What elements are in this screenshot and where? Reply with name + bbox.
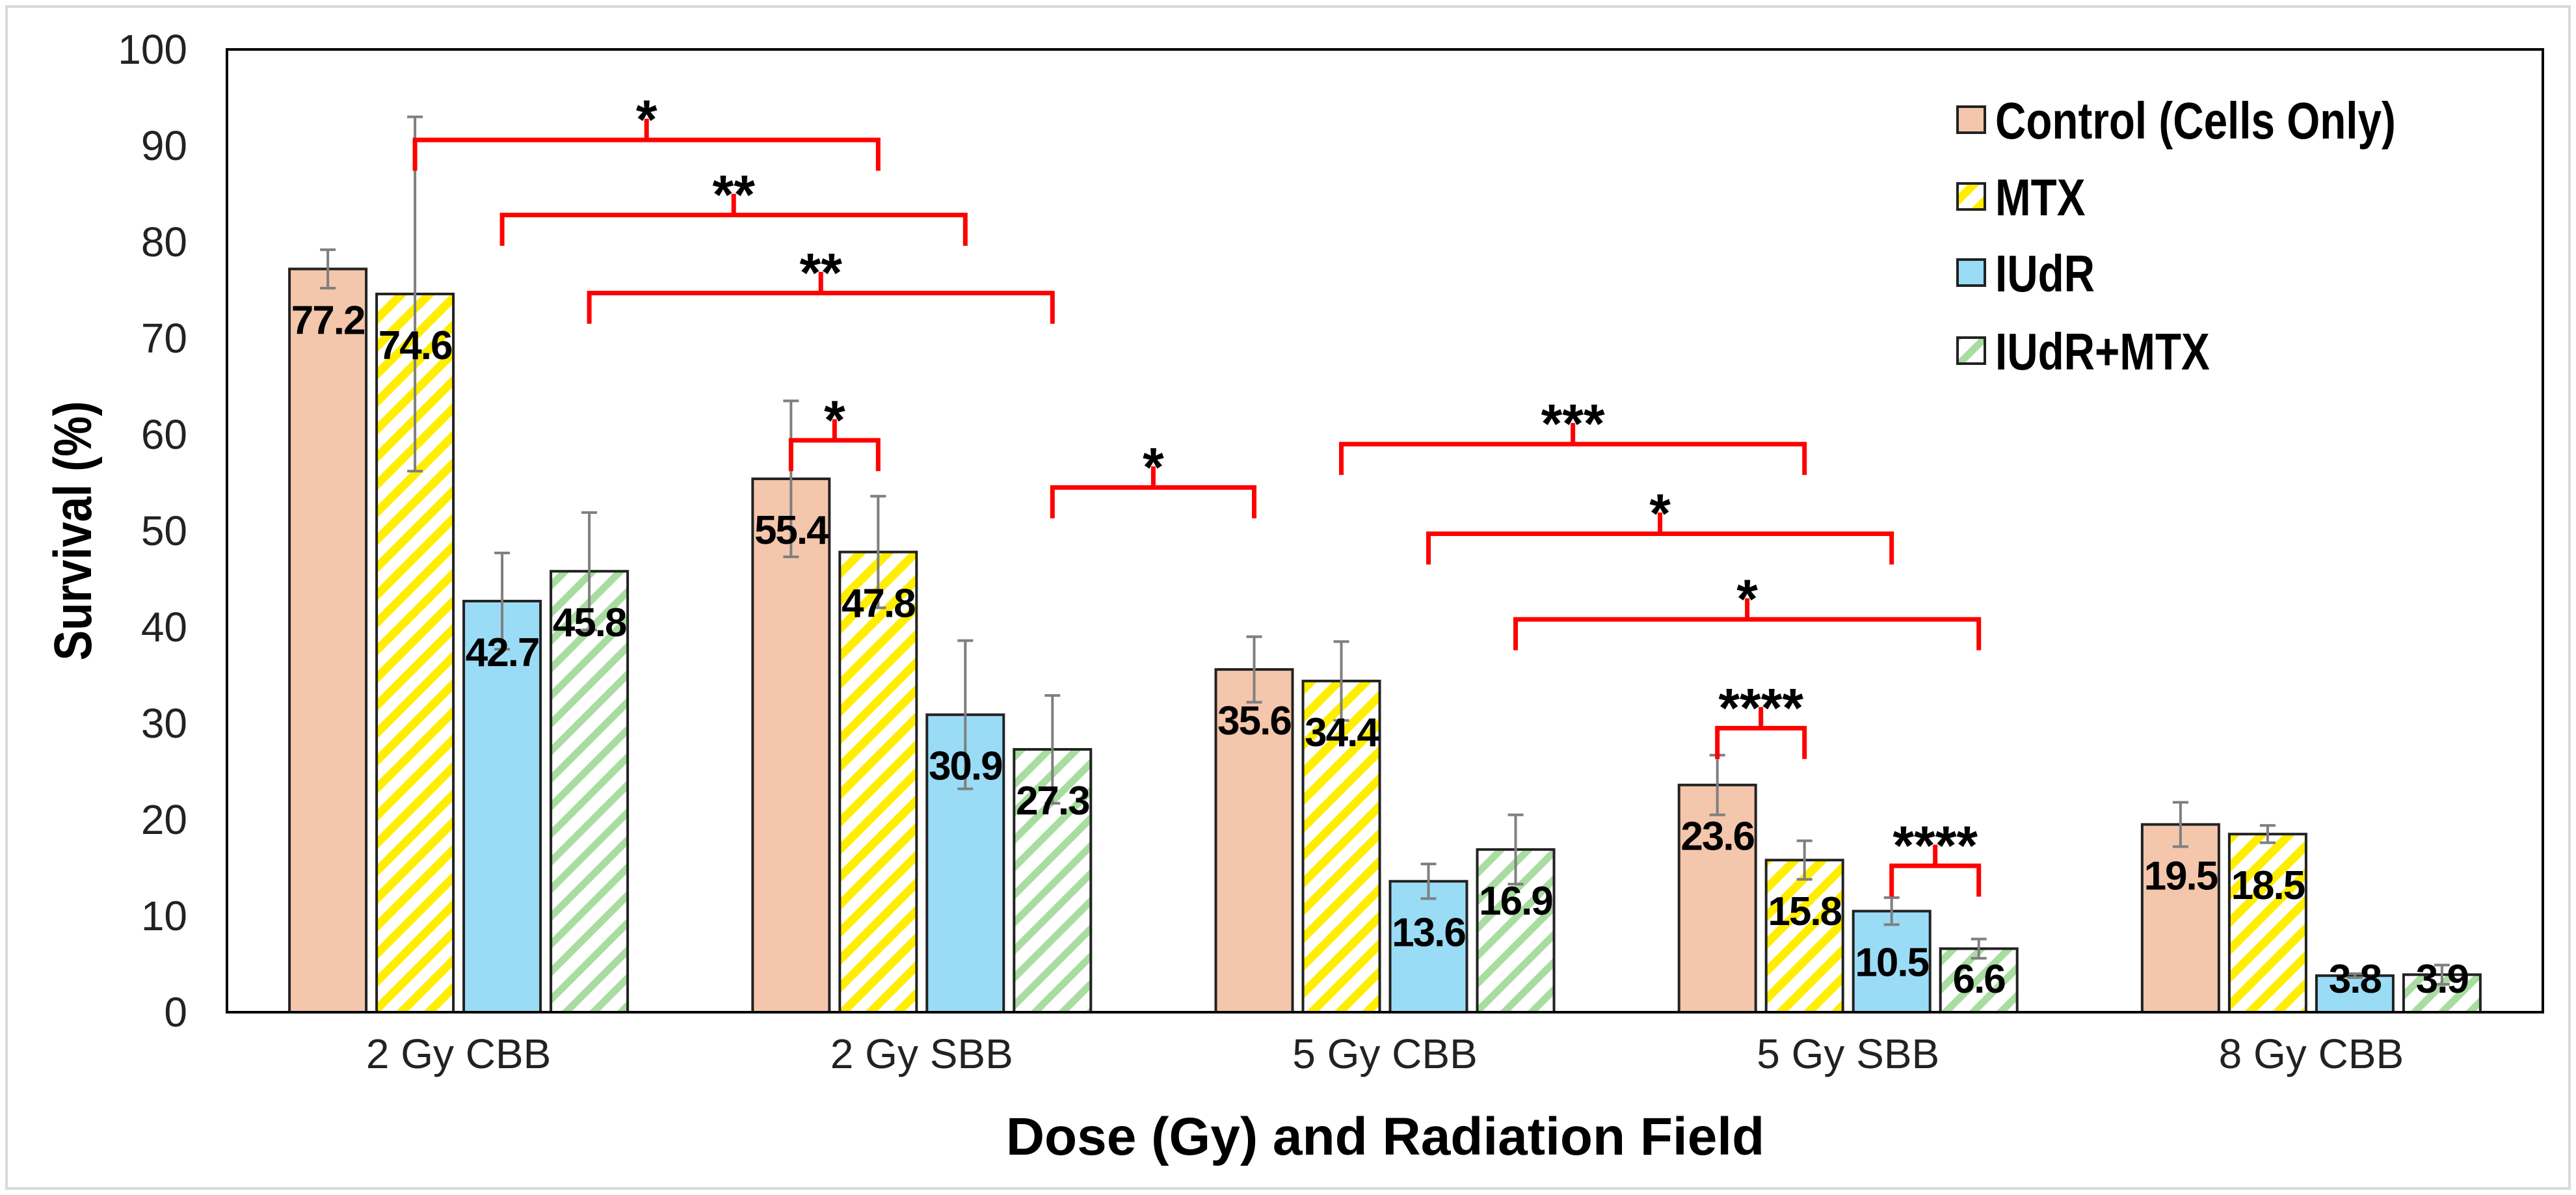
y-tick-label: 0 [164, 989, 187, 1036]
y-tick-label: 40 [141, 604, 187, 651]
significance-bracket [587, 271, 1055, 324]
x-tick-label: 8 Gy CBB [2219, 1030, 2404, 1077]
bar [288, 267, 368, 1014]
significance-label: * [1649, 483, 1671, 544]
significance-bracket [1339, 423, 1807, 476]
y-tick-label: 100 [118, 26, 187, 73]
data-label: 30.9 [929, 744, 1002, 789]
legend: Control (Cells Only) MTX IUdR IUdR+MTX [1956, 92, 2396, 381]
legend-swatch [1956, 258, 1986, 287]
legend-swatch [1956, 105, 1986, 134]
data-label: 15.8 [1768, 889, 1841, 934]
significance-bracket [499, 194, 968, 246]
x-tick-label: 2 Gy CBB [366, 1030, 551, 1077]
significance-bracket [1889, 844, 1982, 897]
significance-label: * [824, 389, 845, 450]
y-axis-title: Survival (%) [44, 401, 103, 661]
data-label: 3.9 [2416, 957, 2469, 1002]
data-label: 18.5 [2231, 863, 2305, 908]
x-tick-label: 5 Gy SBB [1757, 1030, 1939, 1077]
data-label: 3.8 [2329, 957, 2382, 1002]
data-label: 55.4 [754, 508, 829, 553]
legend-label: IUdR+MTX [1995, 323, 2210, 381]
significance-bracket [788, 419, 881, 472]
data-label: 47.8 [842, 582, 915, 626]
y-tick-label: 20 [141, 796, 187, 843]
bar [2227, 833, 2307, 1014]
bar [1852, 909, 1932, 1014]
significance-label: * [1736, 569, 1758, 630]
y-tick-label: 10 [141, 893, 187, 939]
y-tick-label: 60 [141, 411, 187, 458]
significance-bracket [1715, 706, 1807, 759]
bar [1764, 859, 1844, 1014]
significance-bracket [1050, 466, 1256, 518]
bar [2140, 823, 2220, 1014]
significance-label: * [636, 89, 657, 150]
y-tick-label: 30 [141, 700, 187, 747]
significance-label: ** [800, 242, 843, 303]
significance-label: *** [1541, 393, 1605, 454]
bar [2315, 974, 2395, 1014]
plot-frame [226, 48, 2544, 1014]
data-label: 77.2 [291, 298, 365, 343]
data-label: 34.4 [1305, 710, 1379, 755]
data-label: 16.9 [1479, 879, 1552, 924]
legend-label: IUdR [1995, 245, 2095, 303]
significance-label: ** [713, 164, 756, 225]
data-label: 23.6 [1680, 814, 1754, 859]
y-tick-label: 90 [141, 122, 187, 169]
significance-bracket [412, 118, 881, 171]
significance-label: **** [1718, 677, 1803, 738]
data-label: 42.7 [466, 630, 539, 675]
y-tick-label: 70 [141, 315, 187, 362]
x-tick-label: 2 Gy SBB [830, 1030, 1013, 1077]
bar [838, 550, 918, 1014]
bar [751, 477, 831, 1014]
significance-label: * [1143, 436, 1164, 498]
data-label: 74.6 [378, 323, 452, 368]
legend-swatch [1956, 336, 1986, 365]
data-label: 6.6 [1953, 957, 2006, 1002]
data-label: 13.6 [1392, 911, 1465, 956]
bar [550, 570, 630, 1014]
significance-label: **** [1892, 814, 1978, 876]
y-tick-label: 80 [141, 219, 187, 265]
data-label: 19.5 [2144, 853, 2218, 898]
data-label: 45.8 [553, 600, 626, 645]
bar [1214, 668, 1294, 1014]
legend-label: Control (Cells Only) [1995, 92, 2396, 150]
data-label: 10.5 [1855, 941, 1928, 986]
data-label: 35.6 [1217, 699, 1291, 744]
significance-bracket [1426, 512, 1894, 565]
data-label: 27.3 [1016, 779, 1089, 824]
y-tick-label: 50 [141, 507, 187, 554]
significance-bracket [1513, 598, 1982, 651]
legend-label: MTX [1995, 168, 2086, 227]
x-axis-title: Dose (Gy) and Radiation Field [1006, 1107, 1764, 1166]
legend-swatch [1956, 182, 1986, 211]
x-tick-label: 5 Gy CBB [1292, 1030, 1478, 1077]
